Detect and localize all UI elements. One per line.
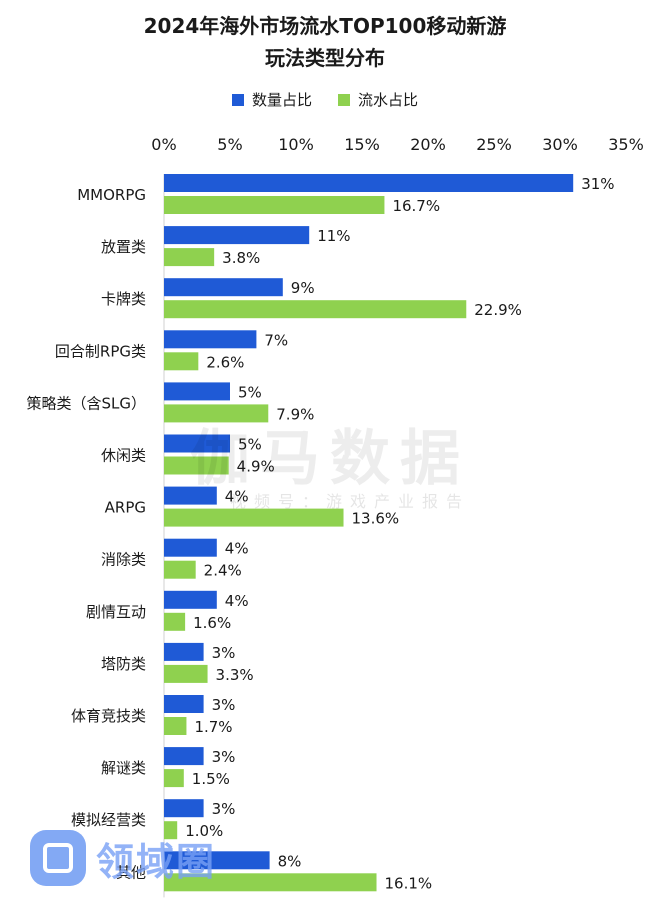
- bar-count-share: [164, 382, 230, 401]
- data-label: 1.0%: [185, 822, 223, 840]
- data-label: 7%: [264, 331, 288, 349]
- bar-revenue-share: [164, 248, 215, 267]
- legend-label-series2: 流水占比: [358, 91, 419, 109]
- category-label: 其他: [116, 863, 146, 881]
- data-label: 16.7%: [392, 197, 440, 215]
- logo: 领域圈: [30, 828, 280, 888]
- data-label: 5%: [238, 383, 262, 401]
- bar-count-share: [164, 851, 270, 870]
- bar-revenue-share: [164, 769, 184, 788]
- category-label: 卡牌类: [101, 290, 146, 308]
- category-label: 回合制RPG类: [55, 342, 146, 360]
- data-label: 4.9%: [237, 458, 275, 476]
- legend-swatch-series2: [338, 94, 350, 106]
- legend-label-series1: 数量占比: [251, 91, 312, 109]
- x-tick-label: 30%: [542, 135, 578, 154]
- data-label: 4%: [225, 540, 249, 558]
- bar-revenue-share: [164, 456, 229, 475]
- watermark-subtext: 视频号：游戏产业报告: [230, 492, 471, 511]
- data-label: 3%: [212, 644, 236, 662]
- bar-revenue-share: [164, 664, 208, 683]
- data-label: 1.7%: [194, 718, 232, 736]
- x-tick-label: 10%: [278, 135, 314, 154]
- bar-count-share: [164, 278, 283, 297]
- bar-count-share: [164, 538, 217, 557]
- data-label: 11%: [317, 227, 350, 245]
- data-label: 4%: [225, 488, 249, 506]
- x-tick-label: 25%: [476, 135, 512, 154]
- data-label: 22.9%: [474, 301, 522, 319]
- data-label: 1.5%: [192, 770, 230, 788]
- bar-revenue-share: [164, 352, 199, 371]
- data-label: 2.6%: [206, 353, 244, 371]
- bar-revenue-share: [164, 821, 178, 840]
- bar-count-share: [164, 799, 204, 818]
- category-label: 剧情互动: [86, 603, 146, 621]
- category-label: 解谜类: [101, 759, 146, 777]
- data-label: 4%: [225, 592, 249, 610]
- bar-count-share: [164, 226, 310, 245]
- x-tick-label: 35%: [608, 135, 644, 154]
- data-label: 5%: [238, 436, 262, 454]
- watermark-text: 伽马数据: [190, 424, 470, 494]
- category-label: 策略类（含SLG）: [26, 394, 146, 412]
- category-label: 消除类: [101, 551, 146, 569]
- data-label: 3.3%: [216, 666, 254, 684]
- category-label: 放置类: [101, 238, 146, 256]
- bar-count-share: [164, 486, 217, 505]
- category-label: ARPG: [105, 499, 146, 517]
- bar-count-share: [164, 642, 204, 661]
- bar-count-share: [164, 434, 230, 453]
- bar-revenue-share: [164, 508, 344, 527]
- bar-count-share: [164, 747, 204, 766]
- category-label: MMORPG: [77, 186, 146, 204]
- data-label: 3.8%: [222, 249, 260, 267]
- data-label: 3%: [212, 748, 236, 766]
- legend-item-series1: 数量占比: [231, 90, 312, 110]
- bar-revenue-share: [164, 717, 187, 735]
- bar-revenue-share: [164, 300, 467, 319]
- data-label: 9%: [291, 279, 315, 297]
- bar-count-share: [164, 590, 217, 609]
- chart-title-line2: 玩法类型分布: [265, 46, 385, 70]
- logo-text: 领域圈: [96, 839, 217, 884]
- data-label: 1.6%: [193, 614, 231, 632]
- legend-item-series2: 流水占比: [338, 90, 418, 110]
- data-label: 13.6%: [352, 510, 400, 528]
- x-tick-label: 15%: [344, 135, 380, 154]
- bar-revenue-share: [164, 560, 196, 579]
- category-label: 塔防类: [101, 655, 146, 673]
- data-label: 3%: [212, 800, 236, 818]
- bar-revenue-share: [164, 404, 269, 423]
- bar-revenue-share: [164, 196, 385, 214]
- category-label: 休闲类: [101, 447, 146, 465]
- logo-badge-icon: [30, 830, 86, 886]
- bar-count-share: [164, 330, 257, 349]
- x-tick-label: 20%: [410, 135, 446, 154]
- bar-count-share: [164, 695, 204, 713]
- x-tick-label: 0%: [151, 135, 176, 154]
- data-label: 2.4%: [204, 562, 242, 580]
- chart-title-line1: 2024年海外市场流水TOP100移动新游: [143, 14, 507, 38]
- category-label: 体育竞技类: [71, 707, 146, 725]
- legend: 数量占比 流水占比: [0, 90, 650, 110]
- category-label: 模拟经营类: [71, 811, 146, 829]
- x-tick-label: 5%: [217, 135, 242, 154]
- bar-count-share: [164, 174, 574, 192]
- bar-revenue-share: [164, 612, 186, 631]
- data-label: 31%: [581, 175, 614, 193]
- legend-swatch-series1: [231, 94, 244, 106]
- bar-revenue-share: [164, 873, 377, 892]
- data-label: 8%: [278, 852, 302, 870]
- data-label: 16.1%: [385, 874, 433, 892]
- data-label: 3%: [212, 696, 236, 714]
- data-label: 7.9%: [276, 405, 314, 423]
